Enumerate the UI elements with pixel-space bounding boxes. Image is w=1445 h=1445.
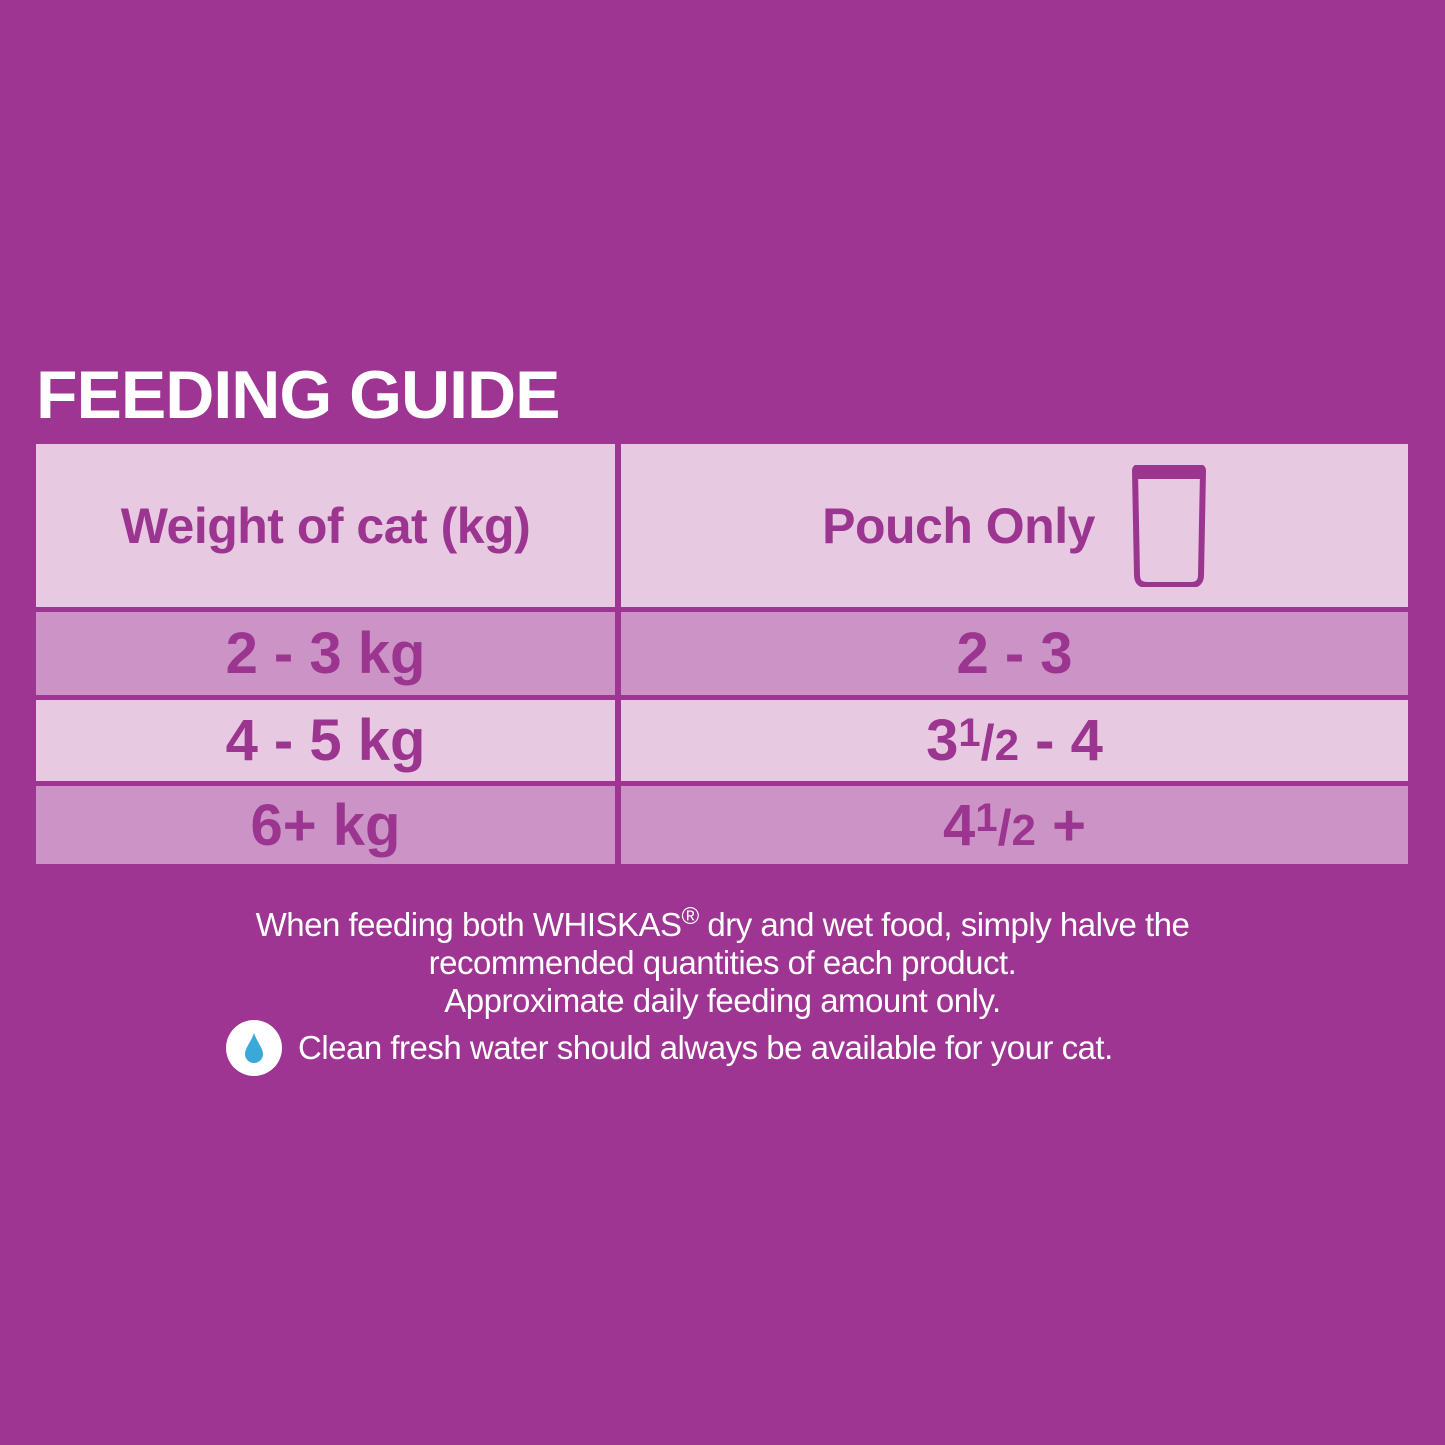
weight-value: 2 - 3 kg: [225, 621, 426, 686]
header-pouch-label: Pouch Only: [822, 497, 1095, 554]
header-weight: Weight of cat (kg): [36, 444, 615, 607]
note-line-1: When feeding both WHISKAS® dry and wet f…: [0, 898, 1445, 944]
note-text: When feeding both WHISKAS: [255, 906, 682, 943]
water-drop-icon: [226, 1020, 282, 1076]
fraction-numerator: 1: [958, 711, 981, 755]
note-line-3: Approximate daily feeding amount only.: [444, 982, 1001, 1019]
fraction-slash: /: [997, 799, 1012, 856]
fraction-numerator: 1: [975, 795, 998, 840]
header-weight-label: Weight of cat (kg): [120, 497, 531, 554]
pouch-whole: 3: [926, 708, 959, 773]
fraction-denominator: 2: [1011, 805, 1036, 855]
table-row-weight: 4 - 5 kg: [36, 700, 615, 781]
table-row-pouch: 31/2 - 4: [621, 700, 1408, 781]
feeding-notes: When feeding both WHISKAS® dry and wet f…: [0, 898, 1445, 1020]
table-row-pouch: 2 - 3: [621, 612, 1408, 695]
water-note-text: Clean fresh water should always be avail…: [298, 1029, 1113, 1066]
note-line-2: recommended quantities of each product.: [428, 944, 1017, 981]
pouch-whole: 4: [943, 792, 976, 858]
weight-value: 6+ kg: [250, 792, 401, 858]
page-title: FEEDING GUIDE: [36, 357, 560, 433]
pouch-value: 41/2 +: [943, 792, 1086, 859]
note-text: dry and wet food, simply halve the: [698, 906, 1190, 943]
table-row-weight: 6+ kg: [36, 786, 615, 864]
pouch-value: 31/2 - 4: [926, 707, 1103, 774]
table-row-pouch: 41/2 +: [621, 786, 1408, 864]
table-row-weight: 2 - 3 kg: [36, 612, 615, 695]
fraction-slash: /: [980, 715, 995, 771]
pouch-suffix: - 4: [1019, 708, 1103, 773]
header-pouch: Pouch Only: [621, 444, 1408, 607]
water-note: Clean fresh water should always be avail…: [226, 1020, 1113, 1076]
pouch-icon: [1131, 464, 1206, 587]
pouch-value: 2 - 3: [956, 621, 1073, 686]
fraction-denominator: 2: [994, 721, 1020, 770]
registered-mark: ®: [681, 903, 700, 930]
pouch-suffix: +: [1035, 792, 1086, 858]
weight-value: 4 - 5 kg: [225, 708, 426, 773]
